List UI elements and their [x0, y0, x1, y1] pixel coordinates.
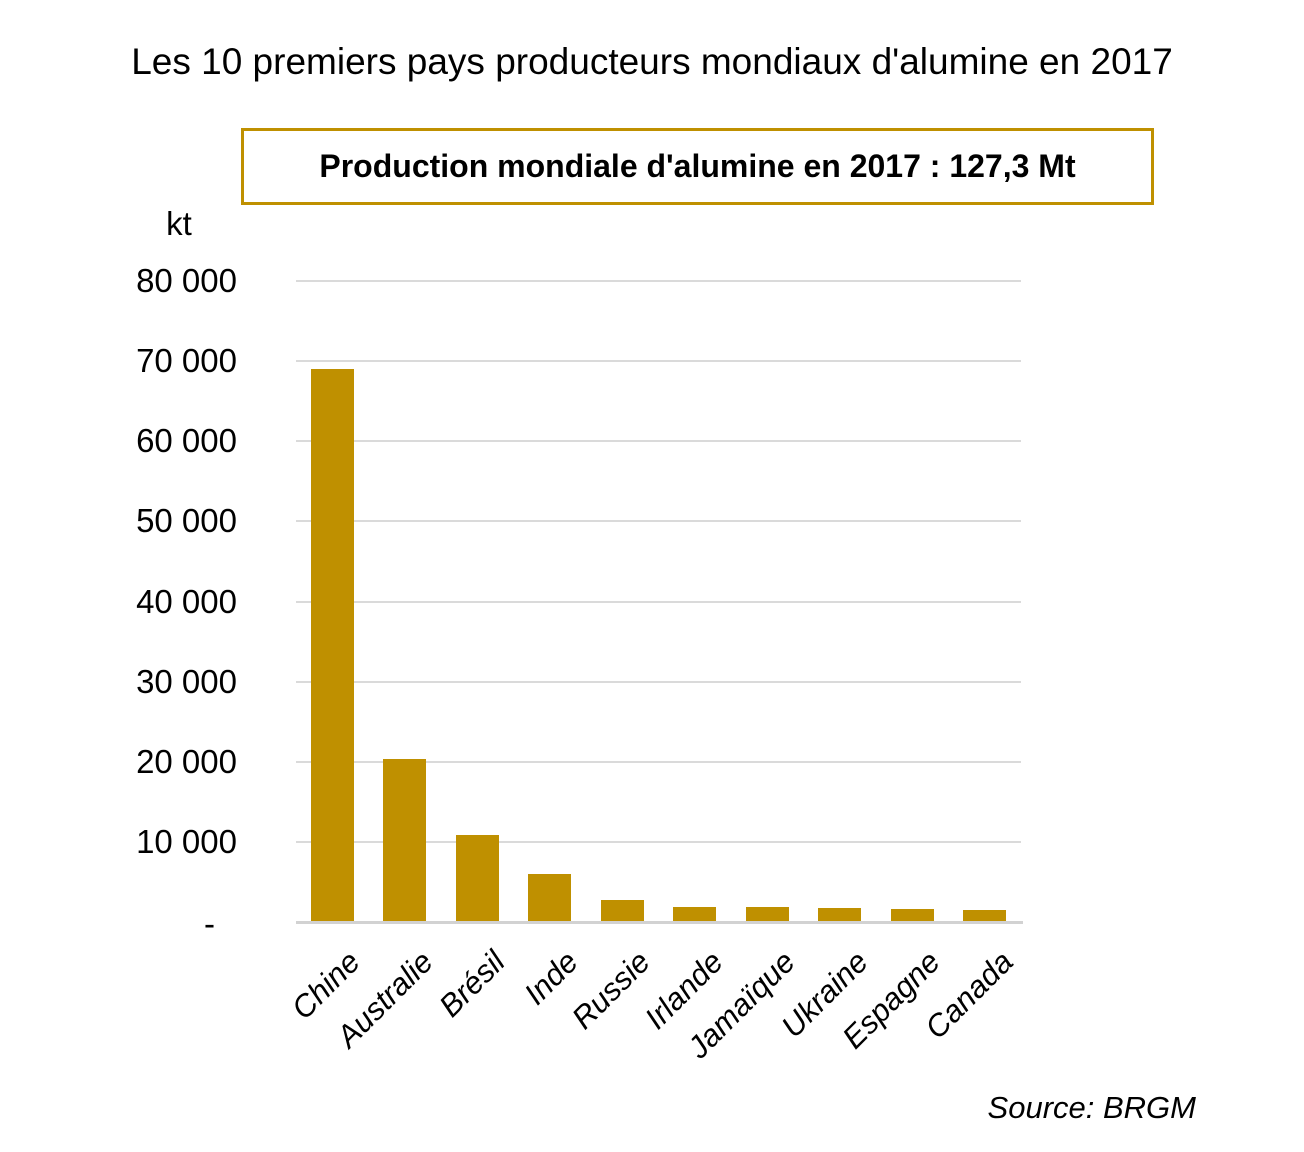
- x-axis-line: [296, 921, 1023, 924]
- y-tick-label-10000: 10 000: [136, 822, 237, 860]
- bar-irlande: [673, 906, 717, 922]
- bar-canada: [963, 909, 1007, 922]
- gridline-20000: [296, 760, 1021, 763]
- bar-inde: [528, 873, 572, 922]
- source-credit: Source: BRGM: [987, 1090, 1196, 1125]
- bar-bresil: [455, 835, 499, 922]
- gridline-60000: [296, 440, 1021, 443]
- gridline-80000: [296, 280, 1021, 282]
- gridline-40000: [296, 600, 1021, 603]
- y-axis-unit-label: kt: [166, 205, 192, 242]
- chart-title: Les 10 premiers pays producteurs mondiau…: [131, 41, 1173, 82]
- y-tick-label-60000: 60 000: [136, 422, 237, 460]
- bar-jamaique: [745, 907, 789, 922]
- plot-area: [296, 280, 1021, 922]
- y-tick-label-80000: 80 000: [136, 262, 237, 299]
- gridline-10000: [296, 840, 1021, 843]
- bar-australie: [383, 758, 427, 922]
- y-tick-label-70000: 70 000: [136, 342, 237, 380]
- gridline-70000: [296, 360, 1021, 363]
- y-tick-label-50000: 50 000: [136, 502, 237, 540]
- bar-espagne: [890, 909, 934, 922]
- y-tick-label-40000: 40 000: [136, 582, 237, 620]
- bar-chine: [310, 369, 354, 922]
- y-tick-label-zero: -: [204, 905, 215, 942]
- y-tick-label-30000: 30 000: [136, 662, 237, 700]
- total-production-label: Production mondiale d'alumine en 2017 : …: [319, 148, 1076, 184]
- bar-ukraine: [818, 908, 862, 922]
- bar-russie: [600, 899, 644, 922]
- gridline-30000: [296, 680, 1021, 683]
- gridline-50000: [296, 520, 1021, 523]
- total-production-banner: Production mondiale d'alumine en 2017 : …: [241, 128, 1154, 205]
- y-tick-label-20000: 20 000: [136, 742, 237, 780]
